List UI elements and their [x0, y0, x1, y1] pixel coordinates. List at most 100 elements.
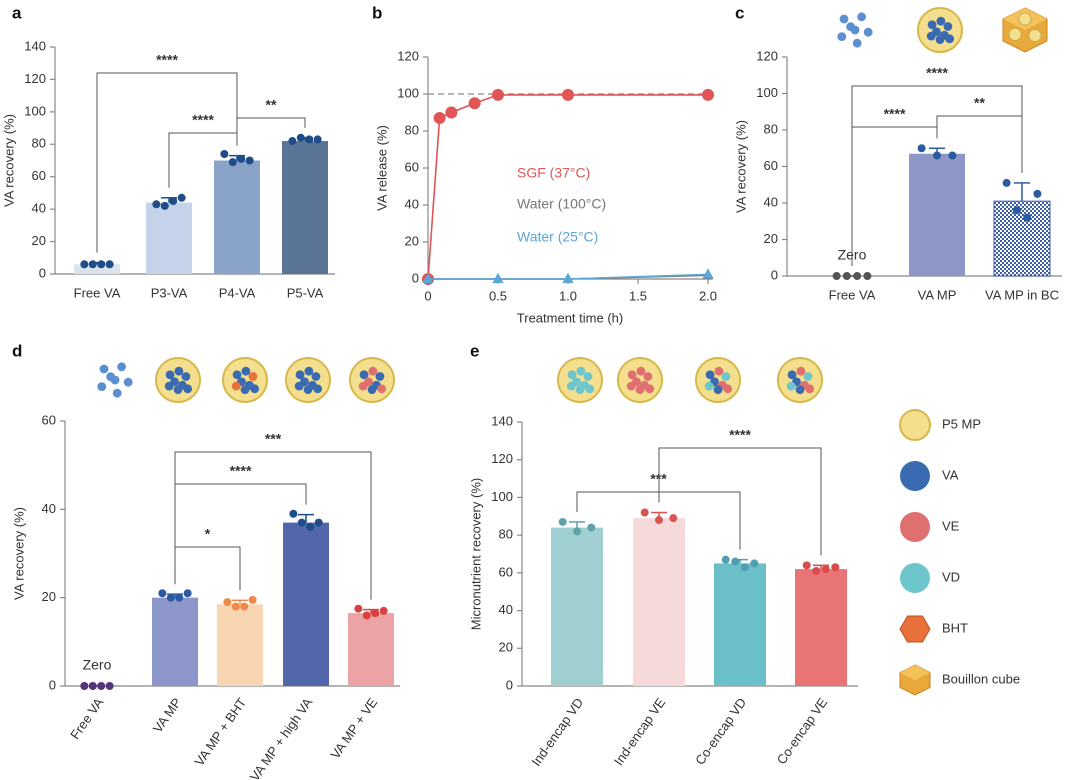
x-tick-label: VA MP + VE: [327, 695, 380, 762]
point-marker: [433, 112, 446, 125]
y-tick-label: 40: [405, 196, 419, 211]
data-point: [812, 566, 821, 575]
data-point: [669, 514, 678, 523]
icon-dot: [863, 27, 873, 37]
y-tick-label: 80: [32, 136, 46, 151]
y-axis-label: VA recovery (%): [11, 507, 26, 600]
icon-dot: [248, 372, 258, 381]
y-axis-label: Micronutrient recovery (%): [468, 478, 483, 630]
data-point: [1023, 213, 1032, 222]
x-tick-label: VA MP + high VA: [247, 695, 316, 780]
icon-dot: [936, 16, 946, 26]
data-point: [573, 527, 581, 536]
icon-dot: [786, 381, 796, 391]
panel-letter: d: [12, 341, 22, 360]
data-point: [371, 609, 380, 618]
icon-dot: [585, 384, 595, 394]
icon: [285, 357, 331, 403]
icon-dot: [368, 366, 378, 376]
x-tick-label: Co-encap VE: [774, 695, 831, 767]
data-point: [289, 509, 298, 518]
icon-dot: [713, 385, 723, 395]
data-point: [305, 135, 314, 144]
legend-swatch: [900, 461, 930, 491]
icon-dot: [367, 385, 377, 395]
y-axis-label: VA recovery (%): [733, 120, 748, 213]
icon-dot: [643, 372, 653, 381]
y-axis-label: VA recovery (%): [1, 114, 16, 207]
icon: [222, 357, 268, 403]
data-point: [587, 523, 596, 532]
legend-label: VE: [942, 518, 960, 533]
y-tick-label: 0: [39, 265, 46, 280]
y-tick-label: 120: [756, 48, 778, 63]
y-tick-label: 60: [499, 564, 513, 579]
significance-label: ****: [156, 52, 178, 68]
significance-label: ***: [265, 431, 282, 447]
icon-dot: [714, 366, 724, 376]
data-point: [231, 602, 240, 611]
icon-dot: [106, 372, 115, 382]
icon-dot: [566, 381, 576, 391]
y-tick-label: 60: [42, 412, 56, 427]
bar: [146, 202, 192, 274]
data-point: [558, 517, 567, 526]
data-point: [228, 158, 237, 167]
data-point: [948, 151, 957, 160]
x-tick-label: Ind-encap VD: [528, 695, 586, 769]
data-point: [354, 604, 363, 613]
significance-label: ****: [729, 427, 751, 443]
icon-dot: [231, 381, 241, 391]
icon-dot: [627, 370, 637, 380]
icon: [155, 357, 201, 403]
data-point: [105, 260, 114, 269]
point-marker: [702, 88, 714, 101]
x-tick-label: VA MP: [918, 287, 957, 302]
significance-label: ****: [230, 463, 252, 479]
data-point: [183, 589, 192, 598]
icon-dot: [635, 385, 645, 395]
icon-dot: [723, 384, 733, 394]
y-tick-label: 40: [42, 501, 56, 516]
y-tick-label: 20: [42, 589, 56, 604]
point-marker: [492, 273, 504, 283]
icon-dot: [240, 385, 250, 395]
bar: [74, 264, 120, 274]
bar: [993, 200, 1051, 277]
y-tick-label: 0: [412, 270, 419, 285]
icon: [349, 357, 395, 403]
icon-dot: [173, 385, 183, 395]
data-point: [853, 272, 862, 280]
data-point: [1033, 189, 1042, 198]
data-point: [917, 144, 926, 153]
y-tick-label: 60: [32, 168, 46, 183]
data-point: [933, 151, 941, 160]
x-tick-label: 2.0: [699, 288, 717, 303]
x-tick-label: P5-VA: [287, 285, 324, 300]
y-tick-label: 140: [24, 38, 46, 53]
icon-dot: [183, 384, 193, 394]
data-point: [220, 150, 229, 159]
icon: [695, 357, 741, 403]
icon-mp: [1008, 27, 1022, 42]
data-point: [152, 200, 161, 209]
legend-label: VA: [942, 467, 959, 482]
data-point: [721, 555, 730, 564]
data-point: [313, 135, 322, 144]
icon-dot: [295, 370, 305, 380]
icon-dot: [837, 32, 847, 41]
data-point: [296, 133, 305, 142]
icon-dot: [626, 381, 636, 391]
y-tick-label: 40: [32, 201, 46, 216]
y-tick-label: 100: [24, 103, 46, 118]
data-point: [750, 559, 759, 568]
icon-dot: [567, 370, 577, 380]
legend-label: Water (25°C): [517, 229, 598, 245]
data-point: [223, 598, 232, 607]
y-tick-label: 20: [405, 233, 419, 248]
data-point: [166, 593, 175, 602]
data-point: [802, 561, 811, 570]
bar: [217, 604, 263, 686]
point-marker: [445, 106, 458, 119]
y-tick-label: 20: [764, 231, 778, 246]
